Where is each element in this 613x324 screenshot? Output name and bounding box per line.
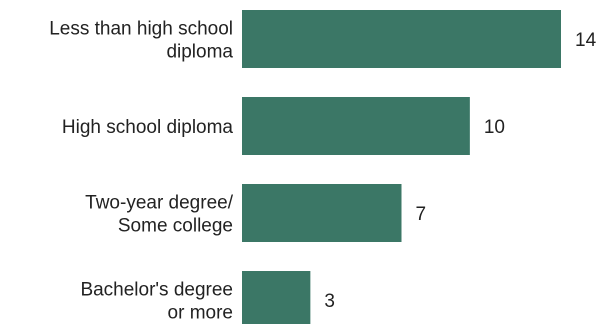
category-label-3: Bachelor's degree or more (80, 280, 233, 324)
bars-group (242, 10, 561, 324)
value-label-0: 14 (575, 30, 597, 51)
category-label-line: or more (168, 303, 233, 324)
category-label-line: Bachelor's degree (80, 280, 233, 301)
value-label-1: 10 (484, 117, 505, 138)
value-labels-group: 14 10 7 3 (324, 30, 596, 312)
category-labels-group: Less than high school diploma High school … (49, 19, 234, 324)
category-label-line: Some college (118, 216, 233, 237)
category-label-line: diploma (166, 42, 233, 63)
bar-2 (242, 184, 402, 242)
value-label-3: 3 (324, 291, 335, 312)
category-label-line: Less than high school (49, 19, 233, 40)
category-label-0: Less than high school diploma (49, 19, 233, 63)
bar-0 (242, 10, 561, 68)
category-label-2: Two-year degree/Some college (85, 193, 234, 237)
bar-1 (242, 97, 470, 155)
category-label-line: Two-year degree/ (85, 193, 234, 214)
value-label-2: 7 (416, 204, 427, 225)
category-label-line: High school diploma (62, 117, 234, 138)
bar-3 (242, 271, 311, 324)
category-label-1: High school diploma (62, 117, 234, 138)
